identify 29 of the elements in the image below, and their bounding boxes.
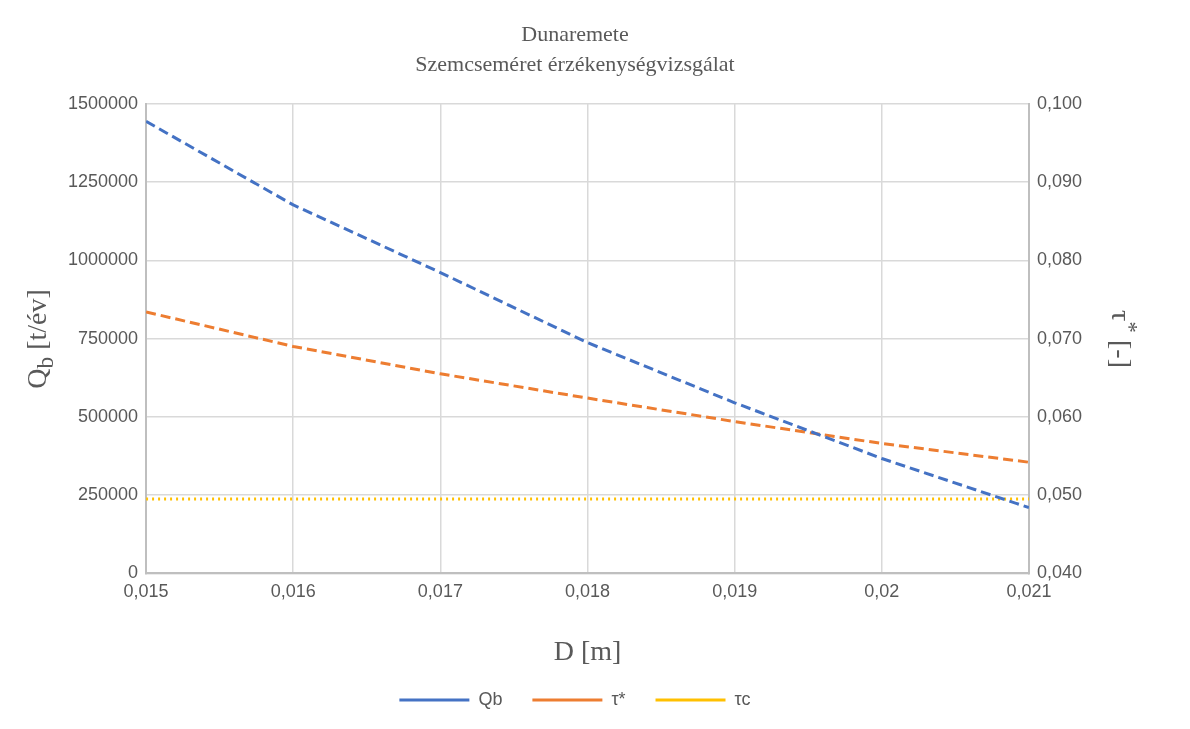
y2-tick-label: 0,050 <box>1036 484 1082 505</box>
y-tick-label: 1250000 <box>68 171 139 192</box>
y2-tick-label: 0,070 <box>1036 327 1082 348</box>
chart-subtitle: Szemcseméret érzékenységvizsgálat <box>415 51 735 77</box>
chart-title: Dunaremete <box>521 20 629 46</box>
y-tick-label: 0 <box>128 562 139 583</box>
x-tick-label: 0,02 <box>864 581 900 602</box>
y-tick-label: 750000 <box>78 327 139 348</box>
y-tick-label: 250000 <box>78 484 139 505</box>
x-axis-title: D [m] <box>553 635 622 668</box>
legend-label: τ* <box>611 688 626 709</box>
y2-tick-label: 0,040 <box>1036 562 1082 583</box>
x-tick-label: 0,015 <box>123 581 169 602</box>
y-tick-label: 500000 <box>78 405 139 426</box>
y2-tick-label: 0,090 <box>1036 171 1082 192</box>
y-tick-label: 1000000 <box>68 249 139 270</box>
y2-tick-label: 0,100 <box>1036 92 1082 113</box>
x-tick-label: 0,019 <box>712 581 758 602</box>
line-series <box>146 119 1029 510</box>
x-tick-label: 0,016 <box>270 581 316 602</box>
legend-label: Qb <box>478 688 503 709</box>
x-tick-label: 0,017 <box>417 581 463 602</box>
legend-label: τc <box>734 688 751 709</box>
y2-tick-label: 0,080 <box>1036 249 1082 270</box>
x-tick-label: 0,018 <box>564 581 611 602</box>
x-tick-label: 0,021 <box>1006 581 1052 602</box>
line-series <box>146 310 1029 464</box>
y2-tick-label: 0,060 <box>1036 405 1082 426</box>
y-tick-label: 1500000 <box>68 92 139 113</box>
